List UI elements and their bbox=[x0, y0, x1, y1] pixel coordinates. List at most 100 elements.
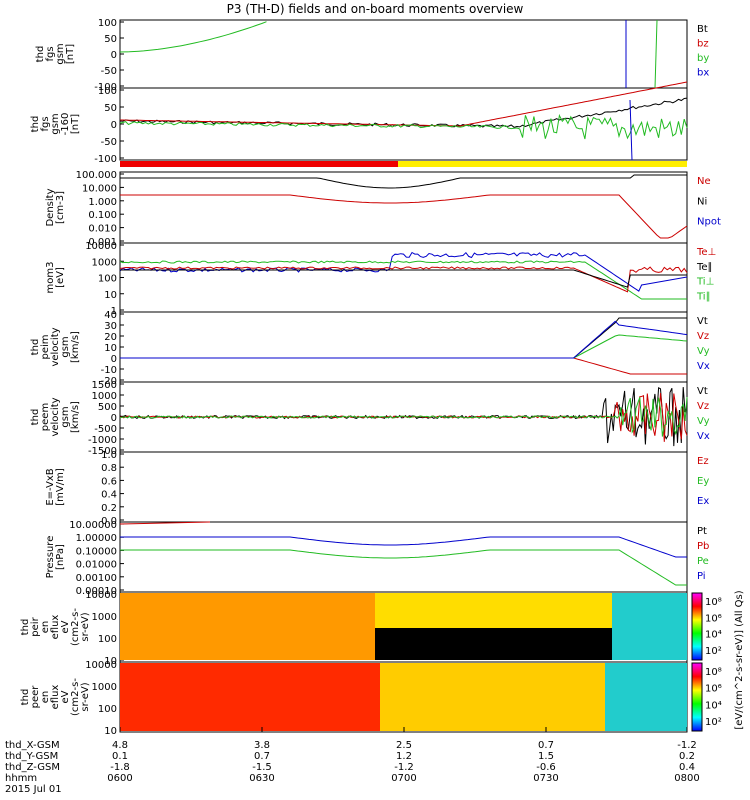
ylabel-p9: sr-eV) bbox=[80, 612, 91, 641]
ylabel-p6: [km/s] bbox=[70, 401, 81, 433]
ytick-label: 10000 bbox=[85, 241, 117, 252]
mode-bar-yellow bbox=[398, 161, 687, 167]
colorbar-tick: 10² bbox=[705, 646, 722, 657]
xaxis-row-label: thd_Z-GSM bbox=[5, 762, 60, 773]
xaxis-value: 0.7 bbox=[254, 751, 270, 762]
vy-line-p5 bbox=[120, 334, 688, 359]
colorbar-1 bbox=[691, 592, 703, 661]
ytick-label: 0 bbox=[111, 413, 117, 424]
ytick-label: 0 bbox=[111, 120, 117, 131]
colorbar-tick: 10⁸ bbox=[705, 597, 722, 608]
legend-p4-1: Te∥ bbox=[696, 262, 713, 273]
ytick-label: 10 bbox=[104, 290, 117, 301]
ytick-label: 1.0 bbox=[101, 450, 117, 461]
by-line-p2 bbox=[119, 113, 688, 140]
spec-ion-low bbox=[120, 593, 375, 660]
colorbar-tick: 10⁴ bbox=[705, 630, 722, 641]
ytick-label: 0.010 bbox=[88, 224, 117, 235]
ytick-label: 500 bbox=[98, 402, 117, 413]
ytick-label: 100 bbox=[98, 18, 117, 29]
legend-p6-1: Vz bbox=[697, 401, 709, 412]
legend-p5-3: Vx bbox=[697, 361, 710, 372]
xaxis-value: 0630 bbox=[249, 773, 274, 784]
ytick-label: 100.000 bbox=[76, 170, 117, 181]
legend-p4-2: Ti⊥ bbox=[696, 277, 714, 288]
xaxis-value: 0700 bbox=[391, 773, 416, 784]
ytick-label: -500 bbox=[94, 424, 117, 435]
pi-line bbox=[120, 536, 687, 558]
ylabel-p1: fgs bbox=[45, 46, 56, 61]
xaxis-value: -0.6 bbox=[536, 762, 556, 773]
ylabel-p7: E=-VxB bbox=[45, 468, 56, 505]
vz-line-p5 bbox=[120, 357, 687, 375]
ytick-label: 0.001 bbox=[88, 237, 117, 248]
ylabel-p10: peer bbox=[30, 685, 41, 709]
xaxis-value: 0.1 bbox=[112, 751, 128, 762]
ytick-label: -20 bbox=[101, 376, 117, 387]
bt-line-p2 bbox=[119, 97, 688, 128]
ylabel-p2: fgs bbox=[40, 116, 51, 131]
ylabel-p10: sr-eV) bbox=[80, 682, 91, 711]
ylabel-p9: thd bbox=[20, 619, 31, 636]
panel-p5-frame bbox=[119, 311, 688, 383]
ytick-label: 10 bbox=[104, 343, 117, 354]
ytick-label: 100 bbox=[98, 86, 117, 97]
ytick-label: 10.000 bbox=[82, 183, 117, 194]
ne-line bbox=[120, 194, 688, 239]
colorbar-label: [eV/(cm^2-s-sr-eV)] (All Qs) bbox=[734, 590, 745, 729]
panel-p8-frame bbox=[119, 521, 688, 593]
ytick-label: 10 bbox=[104, 726, 117, 737]
ylabel-p7: [mV/m] bbox=[55, 468, 66, 506]
ytick-label: 0.00100 bbox=[76, 573, 117, 584]
legend-p3-2: Npot bbox=[697, 217, 721, 228]
ytick-label: 0.10000 bbox=[76, 546, 117, 557]
date-label: 2015 Jul 01 bbox=[5, 784, 62, 795]
ylabel-p4: [eV] bbox=[55, 267, 66, 288]
spec-ion-dark bbox=[375, 628, 612, 660]
spec-el-mid bbox=[380, 663, 605, 731]
xaxis-value: 3.8 bbox=[254, 740, 270, 751]
ylabel-p2: -160 bbox=[60, 113, 71, 136]
ytick-label: 20 bbox=[104, 332, 117, 343]
ylabel-p5: gsm bbox=[60, 336, 71, 357]
ylabel-p9: peir bbox=[30, 616, 41, 636]
ylabel-p9: eflux bbox=[50, 615, 61, 640]
vy-line-p6 bbox=[119, 396, 688, 437]
ylabel-p6: peem bbox=[40, 403, 51, 431]
ylabel-p6: gsm bbox=[60, 406, 71, 427]
panel-p4-frame bbox=[119, 242, 688, 313]
legend-p3-0: Ne bbox=[697, 176, 711, 187]
ylabel-p10: thd bbox=[20, 689, 31, 706]
ylabel-p1: [nT] bbox=[65, 44, 76, 64]
ylabel-p2: thd bbox=[30, 116, 41, 133]
xaxis-row-label: thd_Y-GSM bbox=[5, 751, 58, 762]
ylabel-p3: Density bbox=[45, 188, 56, 226]
xaxis-value: 1.2 bbox=[396, 751, 412, 762]
ylabel-p5: [km/s] bbox=[70, 331, 81, 363]
ylabel-p9: en bbox=[40, 621, 51, 634]
legend-p3-1: Ni bbox=[697, 196, 707, 207]
ytick-label: -100 bbox=[94, 154, 117, 165]
ytick-label: 0.4 bbox=[101, 490, 117, 501]
legend-p1-2: by bbox=[697, 53, 709, 64]
ytick-label: 40 bbox=[104, 310, 117, 321]
ylabel-p10: (cm2-s- bbox=[70, 678, 81, 716]
ylabel-p5: thd bbox=[30, 339, 41, 356]
ylabel-p8: Pressure bbox=[45, 536, 56, 579]
legend-p5-1: Vz bbox=[697, 331, 709, 342]
ytick-label: 100 bbox=[98, 634, 117, 645]
xaxis-value: 0600 bbox=[107, 773, 132, 784]
ylabel-p9: eV bbox=[60, 620, 71, 633]
xaxis-value: -1.8 bbox=[110, 762, 130, 773]
legend-p8-0: Pt bbox=[697, 526, 707, 537]
legend-p4-0: Te⊥ bbox=[696, 247, 716, 258]
legend-p7-0: Ez bbox=[697, 456, 709, 467]
xaxis-value: 2.5 bbox=[396, 740, 412, 751]
xaxis-value: -1.5 bbox=[252, 762, 272, 773]
spec-ion-high bbox=[612, 593, 687, 660]
bz-line-p2 bbox=[120, 81, 688, 127]
ytick-label: 50 bbox=[104, 34, 117, 45]
ylabel-p10: eV bbox=[60, 690, 71, 703]
ytick-label: 0 bbox=[111, 354, 117, 365]
